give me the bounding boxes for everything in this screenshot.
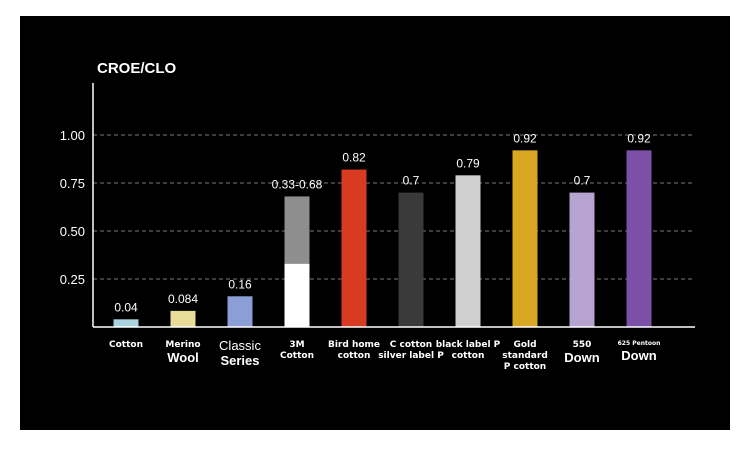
bar [227,296,253,327]
bar [512,150,538,327]
y-tick-label: 0.50 [60,224,85,239]
data-label: 0.92 [627,131,651,145]
bar [455,175,481,327]
category-label: Series [220,353,259,368]
category-label: cotton [452,351,485,361]
y-tick-label: 0.25 [60,272,85,287]
category-label: Bird home [328,340,380,350]
data-label: 0.7 [574,174,591,188]
bar [341,169,367,327]
bar [113,319,139,327]
category-label: standard [502,351,548,361]
category-label: Cotton [280,351,314,361]
bars [113,150,652,327]
category-label: P cotton [504,362,546,372]
y-axis-label: CROE/CLO [97,60,177,77]
bar [569,192,595,327]
category-label: 550 [573,340,592,350]
category-label: silver label P [378,351,444,361]
category-label: Classic [219,338,261,353]
data-label: 0.7 [403,174,420,188]
category-label: cotton [338,351,371,361]
data-label: 0.79 [456,156,480,170]
category-label: Down [564,350,599,365]
data-labels: 0.04 0.084 0.16 0.33-0.68 0.82 0.7 0.79 0.92 0.7… [114,131,651,314]
data-label: 0.04 [114,300,138,314]
category-label: black label P [436,340,501,350]
bar-range-high [284,196,310,264]
bar [398,192,424,327]
category-label: Wool [167,350,199,365]
data-label: 0.82 [342,151,366,165]
bar [170,310,196,327]
bar [626,150,652,327]
y-tick-labels: 0.25 0.50 0.75 1.00 [60,128,85,287]
category-label: 625 Pentoon [618,340,661,347]
category-labels: Cotton MerinoWoolClassicSeries3MCottonBir… [109,338,660,372]
data-label: 0.084 [168,292,198,306]
gridlines [93,134,695,280]
category-label: C cotton [390,340,432,350]
chart-background [20,16,730,430]
data-label: 0.33-0.68 [272,177,323,191]
category-label: Merino [165,340,200,350]
y-tick-label: 0.75 [60,176,85,191]
bar-range-low [284,263,310,327]
category-label: Cotton [109,340,143,350]
data-label: 0.92 [513,131,537,145]
category-label: Down [621,348,656,363]
y-tick-label: 1.00 [60,128,85,143]
category-label: Gold [513,340,536,350]
category-label: 3M [289,340,304,350]
data-label: 0.16 [228,277,252,291]
